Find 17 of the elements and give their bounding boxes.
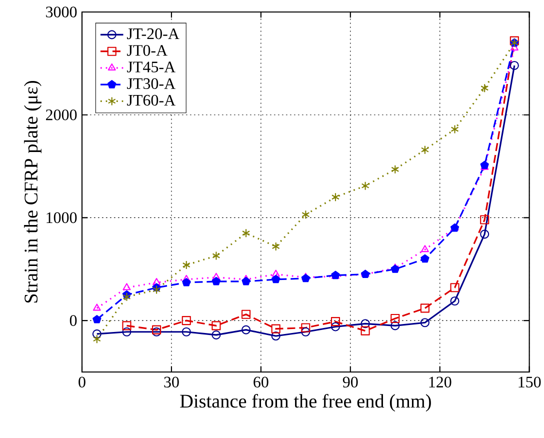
- y-axis-title: Strain in the CFRP plate (με): [24, 80, 42, 303]
- x-axis-title: Distance from the free end (mm): [180, 394, 431, 412]
- y-tick-label: 2000: [46, 109, 77, 120]
- legend-label: JT60-A: [127, 94, 176, 106]
- y-tick-label: 1000: [46, 212, 77, 224]
- x-tick-label: 60: [254, 376, 268, 388]
- x-tick-label: 150: [518, 376, 541, 388]
- legend-label: JT-20-A: [127, 28, 180, 40]
- legend-label: JT30-A: [127, 78, 176, 90]
- x-tick-label: 90: [342, 376, 358, 388]
- y-tick-label: 0: [70, 315, 77, 326]
- legend-label: JT45-A: [127, 62, 176, 72]
- legend-label: JT0-A: [127, 45, 168, 56]
- y-tick-label: 3000: [46, 6, 77, 18]
- x-tick-label: 0: [78, 376, 86, 388]
- x-tick-label: 120: [429, 376, 452, 388]
- x-tick-label: 30: [164, 376, 179, 388]
